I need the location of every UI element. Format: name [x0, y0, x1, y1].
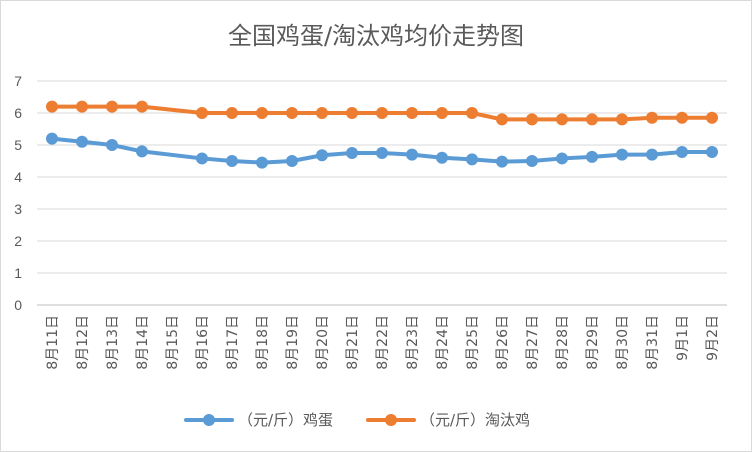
data-point [256, 107, 268, 119]
y-tick-label: 5 [14, 137, 22, 153]
data-point [46, 100, 58, 113]
data-point [496, 155, 508, 168]
legend-label: （元/斤）淘汰鸡 [420, 411, 530, 429]
data-point [256, 156, 268, 169]
data-point [46, 132, 58, 145]
x-tick-label: 8月30日 [615, 315, 631, 370]
data-point [556, 113, 568, 126]
x-tick-label: 9月2日 [705, 315, 721, 361]
data-point [496, 113, 508, 126]
data-point [706, 111, 718, 124]
data-point [646, 111, 658, 124]
legend-label: （元/斤）鸡蛋 [238, 411, 333, 429]
x-axis-ticks: 8月11日 8月12日 8月13日 8月14日 8月15日 8月16日 8月17日 8月18日… [45, 315, 721, 370]
data-point [316, 107, 328, 119]
y-tick-label: 0 [14, 297, 22, 313]
data-point [616, 113, 628, 126]
x-tick-label: 8月22日 [375, 315, 391, 370]
y-tick-label: 3 [14, 201, 22, 217]
data-point [226, 155, 238, 167]
x-tick-label: 8月29日 [585, 315, 601, 370]
y-tick-label: 7 [14, 73, 22, 89]
legend-swatch-marker [385, 414, 397, 426]
y-tick-label: 2 [14, 233, 22, 249]
data-point [436, 151, 448, 164]
data-point [346, 107, 358, 119]
data-point [226, 107, 238, 119]
x-tick-label: 8月26日 [495, 315, 511, 370]
data-point [136, 100, 148, 113]
x-tick-label: 8月11日 [45, 315, 61, 370]
x-tick-label: 8月25日 [465, 315, 481, 370]
data-point [76, 100, 88, 113]
data-point [466, 153, 478, 166]
data-point [676, 111, 688, 124]
x-tick-label: 8月16日 [195, 315, 211, 370]
data-point [436, 107, 448, 119]
data-point [346, 147, 358, 159]
data-point [286, 107, 298, 119]
legend-swatch-marker [203, 414, 215, 426]
series-layer [46, 100, 718, 169]
series-line-0 [50, 136, 714, 165]
x-tick-label: 9月1日 [675, 315, 691, 361]
data-point [106, 139, 118, 151]
data-point [706, 146, 718, 159]
x-tick-label: 8月31日 [645, 315, 661, 370]
data-point [376, 107, 388, 119]
data-point [406, 148, 418, 161]
x-tick-label: 8月28日 [555, 315, 571, 370]
data-point [196, 152, 208, 165]
legend: （元/斤）鸡蛋 （元/斤）淘汰鸡 [184, 411, 530, 429]
x-tick-label: 8月12日 [75, 315, 91, 370]
x-tick-label: 8月15日 [165, 315, 181, 370]
chart-title: 全国鸡蛋/淘汰鸡均价走势图 [227, 22, 525, 50]
data-point [106, 100, 118, 113]
x-tick-label: 8月19日 [285, 315, 301, 370]
data-point [586, 150, 598, 163]
x-tick-label: 8月20日 [315, 315, 331, 370]
y-tick-label: 6 [14, 105, 22, 121]
data-point [556, 152, 568, 165]
y-tick-label: 4 [14, 169, 22, 185]
data-point [586, 113, 598, 126]
data-point [376, 147, 388, 159]
y-axis-ticks: 0 1 2 3 4 5 6 7 [14, 73, 22, 313]
data-point [406, 107, 418, 119]
x-tick-label: 8月14日 [135, 315, 151, 370]
x-tick-label: 8月21日 [345, 315, 361, 370]
data-point [136, 145, 148, 158]
x-tick-label: 8月24日 [435, 315, 451, 370]
x-tick-label: 8月27日 [525, 315, 541, 370]
x-tick-label: 8月23日 [405, 315, 421, 370]
data-point [466, 107, 478, 119]
data-point [196, 107, 208, 119]
data-point [676, 146, 688, 159]
data-point [286, 155, 298, 167]
y-tick-label: 1 [14, 265, 22, 281]
x-tick-label: 8月13日 [105, 315, 121, 370]
series-line-1 [50, 104, 714, 122]
data-point [76, 135, 88, 148]
data-point [646, 148, 658, 161]
data-point [616, 148, 628, 161]
data-point [316, 149, 328, 162]
data-point [526, 155, 538, 167]
x-tick-label: 8月18日 [255, 315, 271, 370]
x-tick-label: 8月17日 [225, 315, 241, 370]
data-point [526, 113, 538, 126]
